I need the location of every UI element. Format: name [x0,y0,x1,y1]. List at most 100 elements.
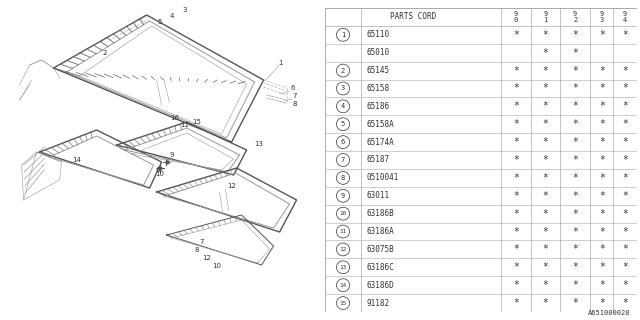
Text: *: * [572,280,578,290]
Text: *: * [543,227,548,236]
Text: *: * [599,298,605,308]
Text: *: * [572,66,578,76]
Text: 3: 3 [341,85,345,92]
Text: 15: 15 [339,300,347,306]
Text: 10: 10 [339,211,347,216]
Text: *: * [599,101,605,111]
Text: 12: 12 [339,247,347,252]
Text: 8: 8 [195,247,199,253]
Text: *: * [543,298,548,308]
Text: *: * [572,173,578,183]
Text: 63186C: 63186C [367,263,394,272]
Text: 11: 11 [180,122,189,128]
Text: 6: 6 [341,139,345,145]
Text: 1: 1 [278,60,283,66]
Text: *: * [543,119,548,129]
Text: 9
0: 9 0 [514,11,518,23]
Text: 8: 8 [341,175,345,181]
Text: *: * [599,209,605,219]
Text: *: * [599,119,605,129]
Text: *: * [513,119,519,129]
Text: 4: 4 [170,13,174,19]
Text: 3: 3 [182,7,187,13]
Text: 65158A: 65158A [367,120,394,129]
Text: 7: 7 [199,239,204,245]
Text: *: * [572,298,578,308]
Text: 10: 10 [212,263,221,269]
Text: *: * [599,244,605,254]
Text: *: * [543,84,548,93]
Text: *: * [513,191,519,201]
Text: 65187: 65187 [367,156,390,164]
Text: 63186B: 63186B [367,209,394,218]
Text: 4: 4 [341,103,345,109]
Text: *: * [572,155,578,165]
Text: *: * [599,227,605,236]
Text: *: * [543,244,548,254]
Text: *: * [622,244,628,254]
Text: *: * [543,280,548,290]
Text: 12: 12 [227,183,236,189]
Text: 8: 8 [292,101,297,107]
Text: *: * [622,298,628,308]
Text: *: * [513,227,519,236]
Text: *: * [513,84,519,93]
Text: 15: 15 [192,119,201,125]
Text: *: * [513,66,519,76]
Text: *: * [622,84,628,93]
Text: *: * [599,280,605,290]
Text: *: * [572,48,578,58]
Text: *: * [572,227,578,236]
Text: 9: 9 [170,152,174,158]
Text: *: * [513,209,519,219]
Text: *: * [622,173,628,183]
Text: *: * [513,280,519,290]
Text: *: * [513,298,519,308]
Text: 7: 7 [341,157,345,163]
Text: 63075B: 63075B [367,245,394,254]
Text: *: * [543,262,548,272]
Text: *: * [622,209,628,219]
Text: *: * [572,137,578,147]
Text: 63186D: 63186D [367,281,394,290]
Text: 10: 10 [155,171,164,177]
Text: *: * [599,173,605,183]
Text: *: * [543,137,548,147]
Text: *: * [572,244,578,254]
Text: *: * [513,173,519,183]
Text: *: * [543,209,548,219]
Text: *: * [572,101,578,111]
Text: 65174A: 65174A [367,138,394,147]
Text: *: * [513,262,519,272]
Text: 7: 7 [292,93,297,99]
Text: 11: 11 [339,229,347,234]
Text: 2: 2 [102,50,107,56]
Text: *: * [622,66,628,76]
Text: *: * [599,262,605,272]
Text: 6: 6 [291,85,295,91]
Text: *: * [543,101,548,111]
Text: 5: 5 [341,121,345,127]
Text: *: * [599,155,605,165]
Text: *: * [599,191,605,201]
Text: *: * [572,84,578,93]
Text: *: * [622,119,628,129]
Text: 9
3: 9 3 [600,11,604,23]
Text: *: * [513,244,519,254]
Text: *: * [622,137,628,147]
Text: *: * [599,84,605,93]
Text: *: * [543,155,548,165]
Text: 65158: 65158 [367,84,390,93]
Text: 63011: 63011 [367,191,390,200]
Text: *: * [599,66,605,76]
Text: 16: 16 [170,115,179,121]
Text: *: * [543,48,548,58]
Text: 91182: 91182 [367,299,390,308]
Text: 9: 9 [341,193,345,199]
Text: *: * [622,191,628,201]
Text: *: * [572,262,578,272]
Text: 65145: 65145 [367,66,390,75]
Text: *: * [513,30,519,40]
Text: 9
1: 9 1 [543,11,548,23]
Text: *: * [543,191,548,201]
